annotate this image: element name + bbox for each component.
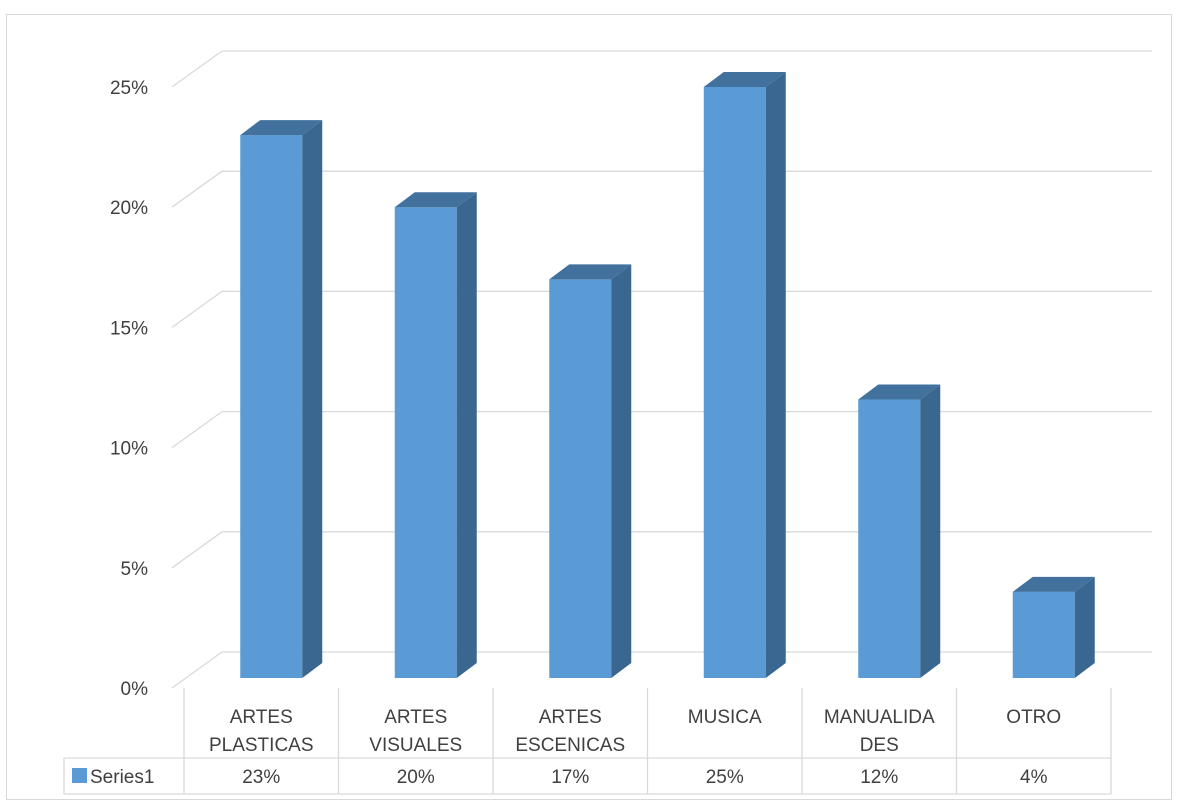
bar-front <box>549 279 612 678</box>
x-category-label: ARTES <box>384 707 447 728</box>
bar-front <box>1012 591 1075 678</box>
bar-front <box>240 135 303 678</box>
y-tick-label: 10% <box>110 439 148 460</box>
x-category-label: DES <box>860 735 899 756</box>
bar-front <box>858 399 921 678</box>
gridline-depth <box>171 170 223 208</box>
chart-frame <box>6 14 1172 800</box>
legend-series-name: Series1 <box>90 767 154 788</box>
data-label: 25% <box>706 767 744 788</box>
bar-top <box>394 192 477 208</box>
data-table: ARTES PLASTICAS ARTES VISUALES ARTES ESCENICA… <box>63 688 1112 795</box>
bar-side <box>920 384 941 678</box>
bar-front <box>703 87 766 678</box>
bar-top <box>240 120 323 136</box>
bar-side <box>1074 576 1095 678</box>
x-category-label: ARTES <box>230 707 293 728</box>
x-category-label: ESCENICAS <box>515 735 625 756</box>
data-label: 17% <box>551 767 589 788</box>
bar-side <box>611 264 632 678</box>
x-category-label: OTRO <box>1006 707 1061 728</box>
x-category-label: ARTES <box>539 707 602 728</box>
bar-side <box>765 72 786 678</box>
bar-top <box>549 264 632 280</box>
x-category-label: MANUALIDA <box>824 707 935 728</box>
y-tick-label: 5% <box>121 559 149 580</box>
y-tick-label: 20% <box>110 198 148 219</box>
data-label: 20% <box>397 767 435 788</box>
y-axis-ticks: 0% 5% 10% 15% 20% 25% <box>110 78 148 700</box>
gridline-depth <box>171 651 223 689</box>
gridline-depth <box>171 290 223 328</box>
x-category-label: VISUALES <box>369 735 462 756</box>
data-label: 12% <box>860 767 898 788</box>
x-category-label: PLASTICAS <box>209 735 314 756</box>
gridline-depth <box>171 531 223 569</box>
gridline-depth <box>171 50 223 88</box>
bar-top <box>703 72 786 87</box>
bar-top <box>858 384 941 400</box>
bar-side <box>302 120 323 678</box>
bar-top <box>1012 576 1095 592</box>
y-tick-label: 25% <box>110 78 148 99</box>
legend-swatch <box>72 768 87 783</box>
bar-side <box>456 192 477 678</box>
bars <box>240 72 1095 678</box>
y-tick-label: 0% <box>121 679 149 700</box>
data-label: 4% <box>1020 767 1048 788</box>
data-label: 23% <box>242 767 280 788</box>
y-tick-label: 15% <box>110 318 148 339</box>
bar-front <box>394 207 457 678</box>
gridlines <box>171 50 1152 689</box>
gridline-depth <box>171 411 223 449</box>
x-category-label: MUSICA <box>688 707 762 728</box>
